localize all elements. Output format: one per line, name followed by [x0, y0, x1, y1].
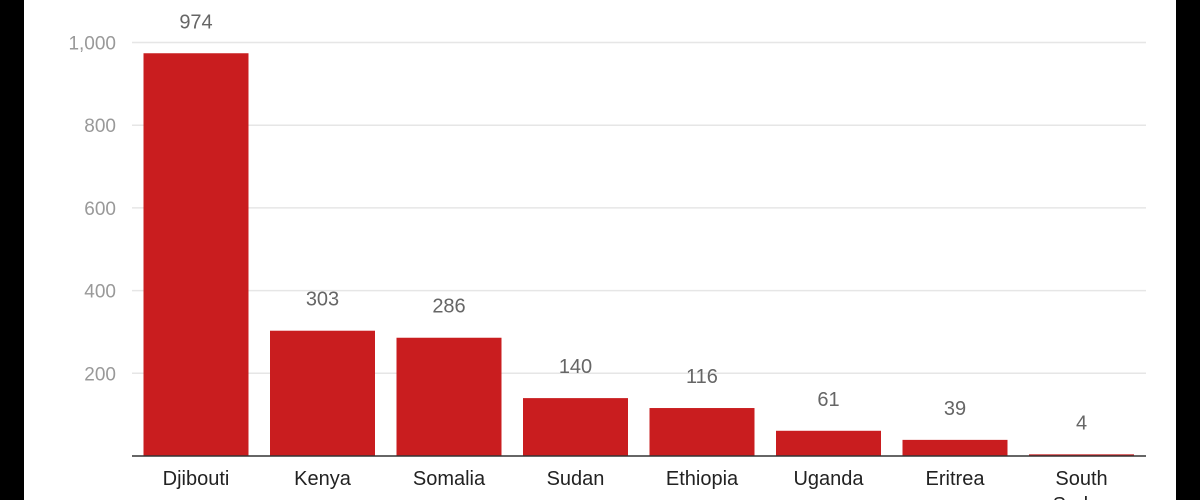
data-label: 303: [306, 289, 339, 311]
bar-ethiopia: [649, 408, 755, 456]
y-tick-label: 800: [84, 116, 116, 137]
bar-chart: 200 400 600 800 1,000 974 303 286 140 116 61 39 4 D…: [68, 11, 1146, 500]
bar-uganda: [776, 430, 881, 456]
data-label: 974: [179, 11, 212, 33]
data-label: 4: [1076, 412, 1087, 434]
data-labels: 974 303 286 140 116 61 39 4: [179, 11, 1087, 434]
bar-eritrea: [902, 439, 1008, 456]
data-label: 140: [559, 356, 592, 378]
x-tick-label: Kenya: [294, 468, 352, 490]
x-axis-tick-labels: Djibouti Kenya Somalia Sudan Ethiopia Uganda E…: [163, 468, 1111, 500]
y-tick-label: 600: [84, 199, 116, 220]
x-tick-label: Djibouti: [163, 468, 230, 490]
y-tick-label: 400: [84, 282, 116, 303]
x-tick-label: Eritrea: [926, 468, 986, 490]
bars: [143, 53, 1134, 456]
data-label: 61: [817, 389, 839, 411]
bar-south-sudan: [1029, 454, 1134, 456]
y-tick-label: 200: [84, 364, 116, 385]
gridlines: [132, 41, 1146, 375]
x-tick-label: Ethiopia: [666, 468, 739, 490]
chart-panel: 200 400 600 800 1,000 974 303 286 140 116 61 39 4 D…: [24, 0, 1176, 500]
bar-somalia: [396, 337, 502, 456]
data-label: 116: [686, 366, 718, 388]
bar-kenya: [270, 330, 375, 456]
bar-djibouti: [143, 53, 249, 456]
x-tick-label: Sudan: [547, 468, 605, 490]
x-tick-label: SouthSudan: [1053, 468, 1111, 500]
data-label: 286: [432, 296, 465, 318]
y-tick-label: 1,000: [68, 34, 116, 55]
y-axis-tick-labels: 200 400 600 800 1,000: [68, 34, 116, 386]
data-label: 39: [944, 398, 966, 420]
x-tick-label: Somalia: [413, 468, 486, 490]
x-tick-label: Uganda: [793, 468, 864, 490]
bar-sudan: [523, 398, 628, 456]
